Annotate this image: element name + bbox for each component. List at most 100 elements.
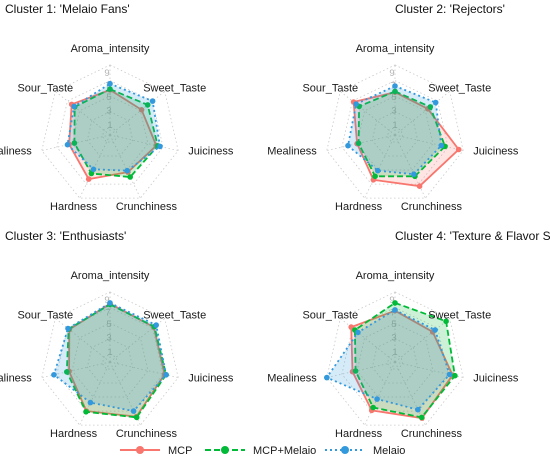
radar-panel: Cluster 4: 'Texture & Flavor Seekers' 1 3 5… [267, 229, 550, 440]
tick-label: 3 [106, 106, 111, 117]
radar-panels: Cluster 1: 'Melaio Fans' 1 3 5 7 9 Aroma_inten… [0, 2, 550, 440]
data-point [418, 414, 425, 421]
axis-label: Crunchiness [401, 428, 463, 440]
series-line [350, 309, 454, 420]
radar-panel: Cluster 2: 'Rejectors'13579Aroma_intensi… [267, 2, 519, 213]
series-area [74, 89, 158, 177]
data-point [107, 86, 113, 92]
axis-label: Hardness [50, 201, 98, 213]
series-area [348, 86, 442, 175]
series-line [347, 85, 443, 176]
legend-label: Melaio [373, 445, 405, 457]
tick-label: 5 [391, 92, 396, 103]
legend-marker [136, 446, 144, 454]
data-point [432, 99, 439, 106]
data-point [370, 404, 376, 411]
series-line [353, 301, 456, 419]
data-point [411, 171, 417, 177]
axis-label: Juiciness [473, 373, 519, 385]
data-point [65, 325, 71, 332]
data-point [64, 141, 71, 148]
tick-label: 1 [107, 347, 112, 358]
axis-label: Sweet_Taste [428, 309, 491, 321]
series-line [65, 303, 168, 419]
grid-ring [56, 80, 164, 185]
data-point [71, 140, 78, 146]
tick-label: 3 [391, 106, 396, 117]
data-point [157, 143, 163, 150]
legend-item: Melaio [325, 445, 405, 457]
data-point [345, 142, 351, 149]
series-line [52, 301, 168, 413]
axis-label: Aroma_intensity [71, 270, 150, 282]
axis-label: Crunchiness [116, 428, 178, 440]
series-area [67, 83, 160, 171]
data-point [153, 322, 159, 328]
axis-label: Mealiness [0, 146, 32, 158]
axis-label: Aroma_intensity [356, 270, 435, 282]
data-point [85, 176, 92, 182]
tick-label: 1 [392, 347, 397, 358]
tick-label: 9 [389, 68, 394, 79]
radar-panel: Cluster 1: 'Melaio Fans' 1 3 57 9 Aroma_inten… [0, 2, 234, 213]
data-point [107, 80, 113, 87]
radar-panel: Cluster 3: 'Enthusiasts' 1 3 57 9 Aroma_inten… [0, 229, 234, 440]
series-area [354, 302, 455, 418]
series-line [325, 308, 451, 411]
data-point [87, 399, 94, 406]
data-point [51, 372, 57, 378]
data-point [392, 83, 398, 89]
data-point [324, 374, 330, 381]
legend-marker [341, 446, 349, 454]
data-point [130, 408, 137, 414]
data-point [144, 102, 151, 108]
tick-label: 1 [107, 120, 112, 131]
grid-ring [41, 64, 179, 199]
grid-ring [71, 322, 149, 398]
series-area [66, 304, 167, 418]
series-line [357, 90, 447, 178]
data-point [90, 166, 97, 173]
axis-label: Sweet_Taste [143, 309, 206, 321]
axis-label: Mealiness [0, 373, 32, 385]
data-point [127, 174, 133, 180]
axis-label: Juiciness [188, 146, 234, 158]
data-point [427, 104, 434, 110]
data-point [64, 369, 70, 375]
data-point [355, 140, 362, 147]
data-point [452, 372, 458, 379]
tick-label: 9 [104, 295, 109, 306]
data-point [355, 329, 361, 336]
legend-label: MCP+Melaio [253, 445, 316, 457]
axis-label: Hardness [335, 201, 383, 213]
tick-label: 7 [105, 308, 110, 319]
data-point [149, 98, 156, 104]
grid-ring [356, 95, 434, 171]
axis-label: Juiciness [473, 146, 519, 158]
legend-marker [221, 446, 229, 454]
axis-label: Aroma_intensity [356, 43, 435, 55]
data-point [438, 142, 445, 149]
axis-label: Sweet_Taste [143, 82, 206, 94]
data-point [443, 318, 449, 325]
axis-label: Aroma_intensity [71, 43, 150, 55]
data-point [353, 101, 359, 107]
axis-label: Crunchiness [401, 201, 463, 213]
data-point [372, 173, 378, 180]
grid-ring [56, 307, 164, 412]
panel-title: Cluster 1: 'Melaio Fans' [5, 2, 130, 16]
axis-label: Crunchiness [116, 201, 178, 213]
tick-label: 9 [104, 68, 109, 79]
axis-label: Sour_Taste [302, 82, 358, 94]
data-point [375, 167, 381, 174]
data-point [374, 396, 380, 402]
series-area [69, 89, 157, 180]
tick-label: 1 [392, 120, 397, 131]
legend-label: MCP [168, 445, 192, 457]
axis-label: Sour_Taste [17, 309, 73, 321]
grid-ring [326, 64, 464, 199]
data-point [133, 414, 140, 421]
tick-label: 9 [389, 295, 394, 306]
data-point [392, 300, 398, 306]
